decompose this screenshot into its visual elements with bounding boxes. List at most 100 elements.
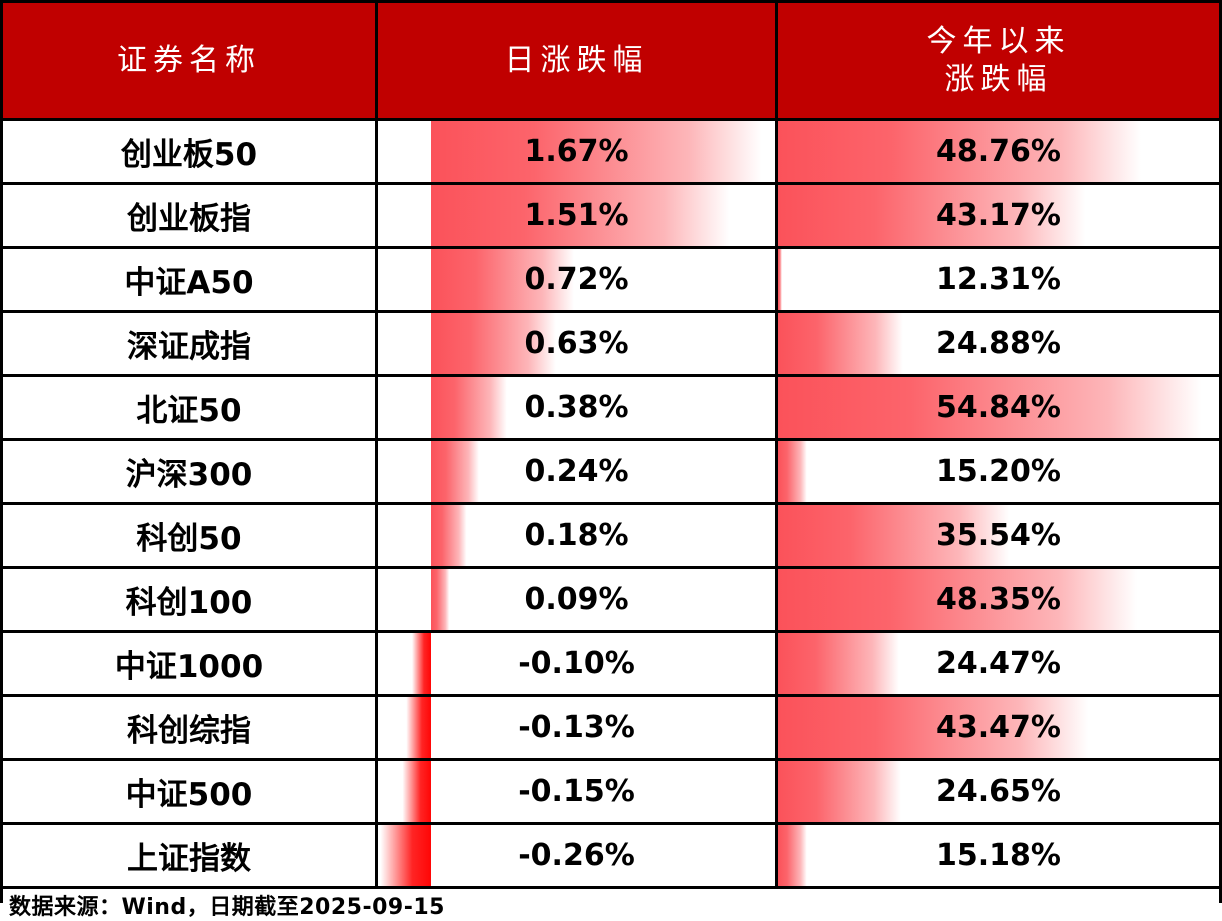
table-body: 创业板50 1.67% 48.76% 创业板指 1.51% 43.17% 中证A50 0.72… — [3, 121, 1219, 889]
security-name-cell: 沪深300 — [3, 441, 378, 502]
ytd-change-value: 15.20% — [936, 454, 1061, 489]
ytd-change-cell: 48.76% — [778, 121, 1219, 182]
header-ytd-change: 今年以来 涨跌幅 — [778, 3, 1219, 118]
header-daily-change: 日涨跌幅 — [378, 3, 778, 118]
table-row: 上证指数 -0.26% 15.18% — [3, 825, 1219, 889]
daily-change-value: -0.26% — [518, 838, 635, 873]
daily-change-databar — [431, 313, 562, 374]
ytd-change-databar — [778, 121, 1156, 182]
security-name-cell: 北证50 — [3, 377, 378, 438]
daily-change-databar — [404, 697, 432, 758]
ytd-change-databar — [778, 697, 1102, 758]
ytd-change-cell: 15.20% — [778, 441, 1219, 502]
daily-change-cell: -0.13% — [378, 697, 778, 758]
security-name-cell: 中证A50 — [3, 249, 378, 310]
table-row: 中证A50 0.72% 12.31% — [3, 249, 1219, 313]
daily-change-cell: 0.18% — [378, 505, 778, 566]
header-ytd-change-line2: 涨跌幅 — [944, 61, 1053, 97]
ytd-change-value: 43.17% — [936, 198, 1061, 233]
ytd-change-cell: 43.47% — [778, 697, 1219, 758]
daily-change-cell: 0.38% — [378, 377, 778, 438]
table-row: 深证成指 0.63% 24.88% — [3, 313, 1219, 377]
ytd-change-value: 12.31% — [936, 262, 1061, 297]
security-name-cell: 中证1000 — [3, 633, 378, 694]
ytd-change-cell: 48.35% — [778, 569, 1219, 630]
ytd-change-databar — [778, 313, 909, 374]
ytd-change-value: 54.84% — [936, 390, 1061, 425]
table-row: 中证1000 -0.10% 24.47% — [3, 633, 1219, 697]
daily-change-databar — [431, 249, 580, 310]
table-row: 创业板指 1.51% 43.17% — [3, 185, 1219, 249]
table-footer-row: 数据来源：Wind，日期截至2025-09-15 — [3, 889, 1219, 921]
daily-change-value: 0.72% — [524, 262, 629, 297]
ytd-change-value: 24.47% — [936, 646, 1061, 681]
table-row: 北证50 0.38% 54.84% — [3, 377, 1219, 441]
daily-change-databar — [378, 825, 432, 886]
ytd-change-databar — [778, 505, 1019, 566]
ytd-change-cell: 12.31% — [778, 249, 1219, 310]
daily-change-value: -0.13% — [518, 710, 635, 745]
daily-change-cell: 0.63% — [378, 313, 778, 374]
daily-change-cell: -0.26% — [378, 825, 778, 886]
ytd-change-cell: 54.84% — [778, 377, 1219, 438]
table-header-row: 证券名称 日涨跌幅 今年以来 涨跌幅 — [3, 3, 1219, 121]
daily-change-value: 0.24% — [524, 454, 629, 489]
ytd-change-databar — [778, 377, 1219, 438]
ytd-change-cell: 24.88% — [778, 313, 1219, 374]
security-name-cell: 科创100 — [3, 569, 378, 630]
ytd-change-cell: 43.17% — [778, 185, 1219, 246]
header-security-name: 证券名称 — [3, 3, 378, 118]
daily-change-databar — [431, 441, 481, 502]
security-name-cell: 科创50 — [3, 505, 378, 566]
daily-change-value: -0.15% — [518, 774, 635, 809]
daily-change-value: 1.51% — [524, 198, 629, 233]
ytd-change-value: 15.18% — [936, 838, 1061, 873]
security-name-cell: 中证500 — [3, 761, 378, 822]
table-row: 科创综指 -0.13% 43.47% — [3, 697, 1219, 761]
table-row: 科创100 0.09% 48.35% — [3, 569, 1219, 633]
ytd-change-value: 48.35% — [936, 582, 1061, 617]
daily-change-cell: 1.51% — [378, 185, 778, 246]
daily-change-databar — [400, 761, 432, 822]
ytd-change-value: 43.47% — [936, 710, 1061, 745]
ytd-change-cell: 15.18% — [778, 825, 1219, 886]
ytd-change-databar — [778, 441, 808, 502]
daily-change-value: 0.63% — [524, 326, 629, 361]
table-row: 中证500 -0.15% 24.65% — [3, 761, 1219, 825]
ytd-change-value: 24.65% — [936, 774, 1061, 809]
security-name-cell: 科创综指 — [3, 697, 378, 758]
daily-change-databar — [431, 377, 510, 438]
daily-change-value: -0.10% — [518, 646, 635, 681]
ytd-change-value: 35.54% — [936, 518, 1061, 553]
daily-change-cell: 0.24% — [378, 441, 778, 502]
daily-change-value: 1.67% — [524, 134, 629, 169]
daily-change-databar — [431, 121, 775, 182]
security-name-cell: 创业板指 — [3, 185, 378, 246]
daily-change-databar — [431, 505, 469, 566]
daily-change-databar — [431, 185, 743, 246]
ytd-change-databar — [778, 633, 905, 694]
security-name-cell: 上证指数 — [3, 825, 378, 886]
security-name-cell: 深证成指 — [3, 313, 378, 374]
daily-change-cell: -0.15% — [378, 761, 778, 822]
daily-change-databar — [410, 633, 432, 694]
daily-change-databar — [431, 569, 450, 630]
ytd-change-databar — [778, 761, 906, 822]
ytd-change-value: 48.76% — [936, 134, 1061, 169]
ytd-change-cell: 35.54% — [778, 505, 1219, 566]
ytd-change-databar — [778, 569, 1152, 630]
table-row: 沪深300 0.24% 15.20% — [3, 441, 1219, 505]
header-daily-change-label: 日涨跌幅 — [504, 42, 649, 78]
data-source-note: 数据来源：Wind，日期截至2025-09-15 — [9, 895, 445, 920]
ytd-change-databar — [778, 185, 1098, 246]
table-row: 创业板50 1.67% 48.76% — [3, 121, 1219, 185]
header-security-name-label: 证券名称 — [117, 42, 261, 78]
ytd-change-value: 24.88% — [936, 326, 1061, 361]
ytd-change-cell: 24.65% — [778, 761, 1219, 822]
daily-change-cell: 1.67% — [378, 121, 778, 182]
security-name-cell: 创业板50 — [3, 121, 378, 182]
table-row: 科创50 0.18% 35.54% — [3, 505, 1219, 569]
daily-change-cell: 0.72% — [378, 249, 778, 310]
daily-change-value: 0.18% — [524, 518, 629, 553]
